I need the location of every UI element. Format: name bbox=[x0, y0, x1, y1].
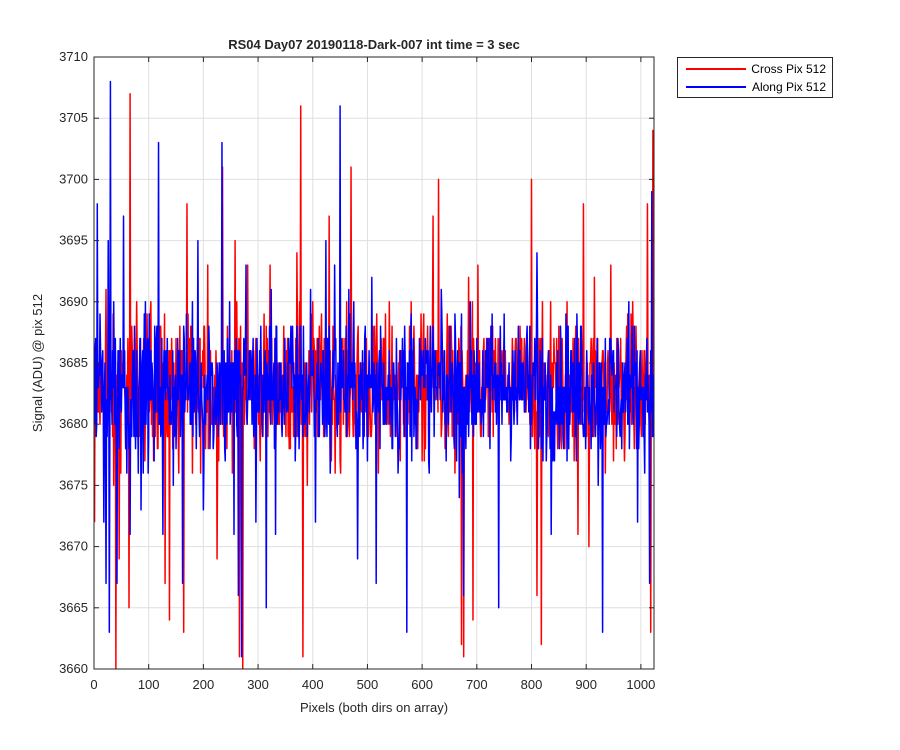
y-tick-label: 3680 bbox=[59, 416, 88, 431]
x-tick-label: 500 bbox=[357, 677, 379, 692]
y-tick-label: 3710 bbox=[59, 49, 88, 64]
x-tick-label: 700 bbox=[466, 677, 488, 692]
legend-swatch-along bbox=[686, 86, 746, 88]
x-axis-label: Pixels (both dirs on array) bbox=[300, 700, 448, 715]
y-tick-label: 3660 bbox=[59, 661, 88, 676]
legend-swatch-cross bbox=[686, 68, 746, 70]
y-tick-label: 3690 bbox=[59, 294, 88, 309]
x-tick-label: 400 bbox=[302, 677, 324, 692]
x-tick-label: 600 bbox=[411, 677, 433, 692]
x-tick-label: 800 bbox=[521, 677, 543, 692]
x-tick-label: 1000 bbox=[626, 677, 655, 692]
y-axis-label: Signal (ADU) @ pix 512 bbox=[30, 294, 45, 432]
plot-area bbox=[94, 80, 654, 669]
y-tick-label: 3675 bbox=[59, 477, 88, 492]
x-tick-label: 100 bbox=[138, 677, 160, 692]
y-tick-label: 3670 bbox=[59, 539, 88, 554]
y-tick-label: 3705 bbox=[59, 110, 88, 125]
axis-ticks: 0 100 200 300 400 500 600 700 800 900 1000 3660 3665… bbox=[59, 49, 655, 692]
x-tick-label: 0 bbox=[90, 677, 97, 692]
legend-label-cross: Cross Pix 512 bbox=[751, 62, 826, 76]
y-tick-label: 3665 bbox=[59, 600, 88, 615]
chart-title: RS04 Day07 20190118-Dark-007 int time = … bbox=[228, 37, 520, 52]
x-tick-label: 200 bbox=[193, 677, 215, 692]
y-tick-label: 3685 bbox=[59, 355, 88, 370]
legend-label-along: Along Pix 512 bbox=[751, 80, 826, 94]
legend: Cross Pix 512 Along Pix 512 bbox=[677, 57, 833, 98]
x-tick-label: 900 bbox=[575, 677, 597, 692]
series-line-along-pix-512 bbox=[94, 80, 654, 658]
y-tick-label: 3695 bbox=[59, 233, 88, 248]
y-tick-label: 3700 bbox=[59, 171, 88, 186]
legend-entry-along: Along Pix 512 bbox=[684, 79, 830, 95]
legend-entry-cross: Cross Pix 512 bbox=[684, 61, 830, 77]
x-tick-label: 300 bbox=[247, 677, 269, 692]
